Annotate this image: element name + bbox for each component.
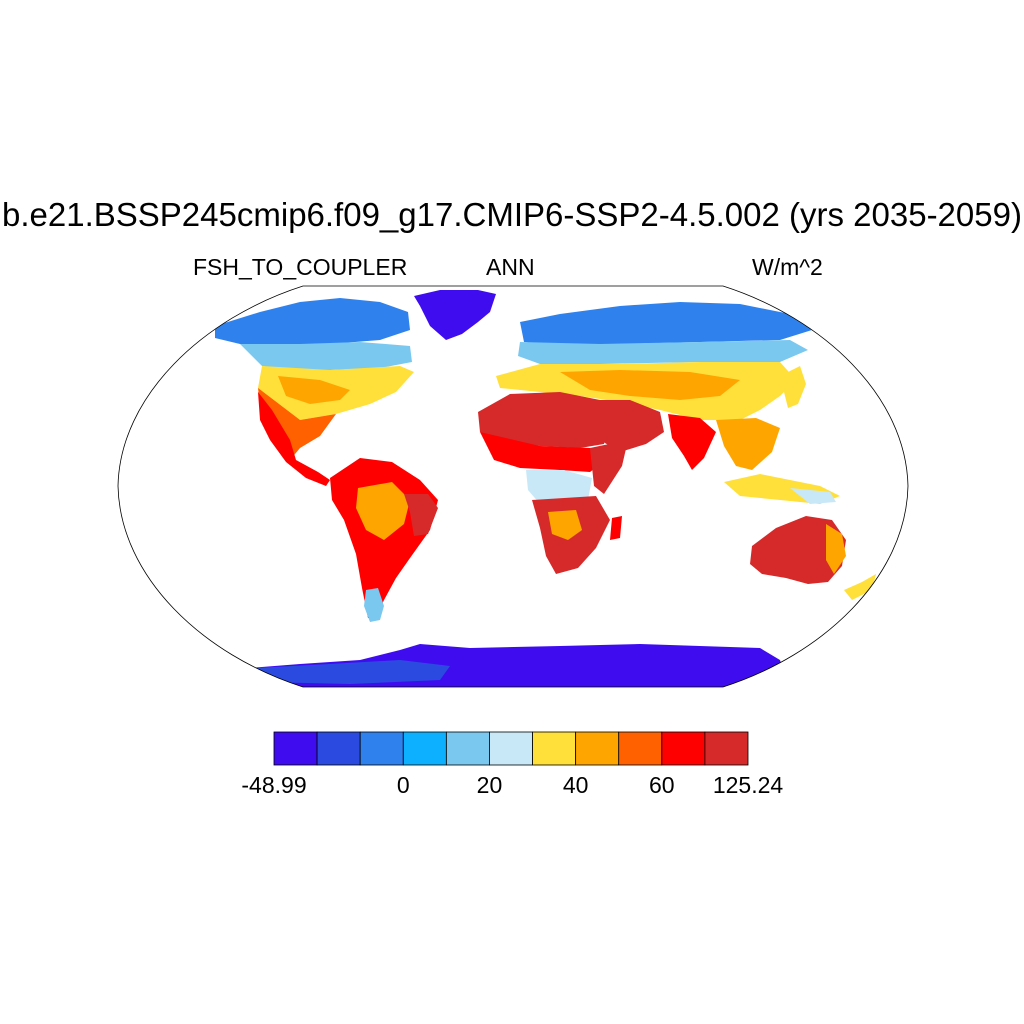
- colorbar-box-5: [489, 731, 533, 766]
- colorbar-tick-label: 60: [649, 772, 675, 798]
- north-america-region: [215, 298, 410, 346]
- plot-title: b.e21.BSSP245cmip6.f09_g17.CMIP6-SSP2-4.…: [2, 196, 1022, 233]
- madagascar: [610, 516, 622, 540]
- japan: [784, 366, 806, 408]
- colorbar-tick-label: 125.24: [712, 772, 784, 798]
- colorbar-box-7: [575, 731, 620, 766]
- southeast-asia: [716, 418, 780, 470]
- africa-south-inner: [548, 510, 582, 540]
- colorbar-box-2: [359, 731, 404, 766]
- colorbar-tick-label: -48.99: [241, 772, 307, 798]
- colorbar-box-4: [445, 731, 490, 766]
- colorbar-tick-label: 20: [476, 772, 503, 798]
- colorbar-box-0: [273, 731, 318, 766]
- north-america-southwest: [258, 392, 330, 486]
- india: [668, 414, 716, 470]
- south-america-tip: [364, 588, 384, 622]
- variable-name-label: FSH_TO_COUPLER: [193, 254, 408, 280]
- units-label: W/m^2: [752, 254, 823, 280]
- middle-east: [590, 400, 664, 452]
- south-america-interior: [356, 482, 410, 540]
- africa-sahara: [478, 392, 608, 448]
- new-zealand: [844, 574, 876, 600]
- globe-outline: [117, 285, 909, 688]
- antarctica-edge: [255, 660, 450, 684]
- eurasia-steppe: [560, 370, 740, 400]
- north-america-subarctic: [240, 342, 412, 370]
- eurasia-subarctic: [518, 340, 808, 364]
- season-label: ANN: [486, 254, 535, 280]
- colorbar-box-1: [316, 731, 361, 766]
- africa-sahel: [480, 432, 606, 472]
- colorbar-box-9: [661, 731, 706, 766]
- eurasia-arctic: [520, 302, 812, 346]
- colorbar-box-8: [618, 731, 663, 766]
- colorbar-box-10: [704, 731, 749, 766]
- australia-east: [826, 524, 846, 574]
- colorbar-box-3: [402, 731, 447, 766]
- australia-region: [750, 516, 846, 584]
- africa-horn: [590, 440, 628, 494]
- colorbar-tick-label: 0: [396, 772, 410, 798]
- land-field: [215, 290, 876, 687]
- indonesia-wet: [790, 488, 836, 504]
- colorbar-box-6: [532, 731, 577, 766]
- south-america-brazil: [404, 494, 438, 536]
- colorbar-tick-label: 40: [562, 772, 589, 798]
- greenland-region: [414, 290, 496, 340]
- north-america-inner: [278, 376, 350, 404]
- colorbar: [273, 731, 749, 766]
